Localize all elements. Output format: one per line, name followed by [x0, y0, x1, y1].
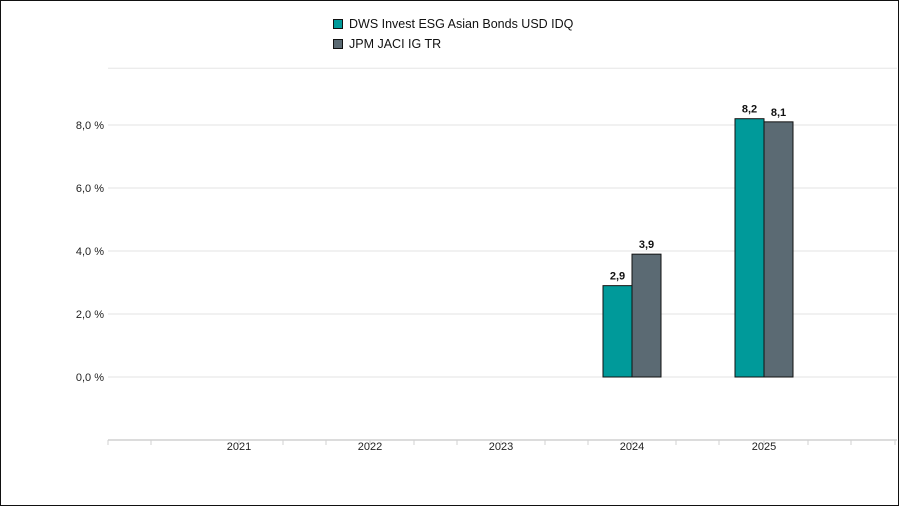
data-label: 8,1: [771, 107, 786, 119]
bar: [763, 121, 794, 378]
legend-label-series-1: DWS Invest ESG Asian Bonds USD IDQ: [349, 17, 574, 31]
y-tick-label: 2,0 %: [76, 309, 104, 321]
x-tick-label: 2021: [227, 441, 251, 453]
legend: DWS Invest ESG Asian Bonds USD IDQ JPM J…: [333, 14, 573, 54]
legend-item-series-1[interactable]: DWS Invest ESG Asian Bonds USD IDQ: [333, 14, 573, 34]
legend-swatch-series-1: [333, 19, 343, 29]
y-tick-label: 4,0 %: [76, 246, 104, 258]
x-tick-label: 2024: [620, 441, 644, 453]
data-label: 3,9: [639, 239, 654, 251]
legend-label-series-2: JPM JACI IG TR: [349, 37, 442, 51]
data-label: 8,2: [742, 104, 757, 116]
bar: [631, 253, 662, 378]
x-tick-label: 2025: [752, 441, 776, 453]
y-tick-label: 0,0 %: [76, 372, 104, 384]
y-tick-label: 6,0 %: [76, 183, 104, 195]
y-tick-label: 8,0 %: [76, 120, 104, 132]
x-tick-label: 2022: [358, 441, 382, 453]
data-label: 2,9: [610, 271, 625, 283]
legend-swatch-series-2: [333, 39, 343, 49]
bar: [602, 285, 633, 378]
legend-item-series-2[interactable]: JPM JACI IG TR: [333, 34, 573, 54]
x-tick-label: 2023: [489, 441, 513, 453]
bar: [734, 118, 765, 378]
